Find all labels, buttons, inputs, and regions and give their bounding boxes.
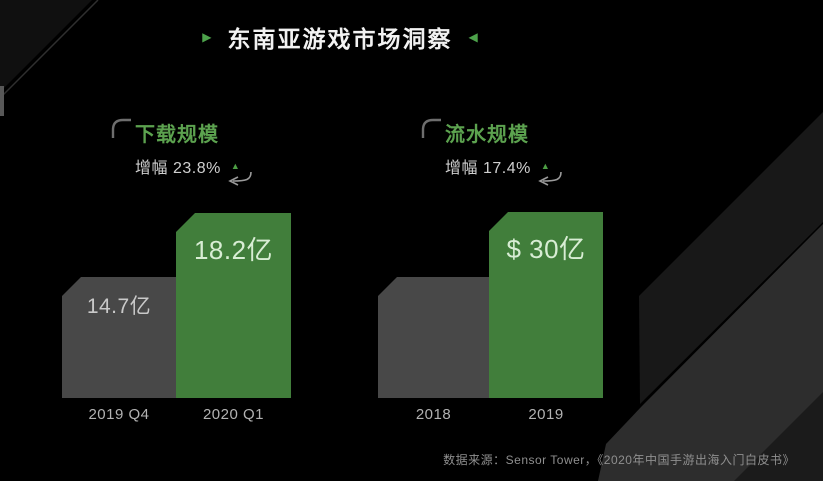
downloads-growth-row: 增幅 23.8% ▲ [135, 154, 355, 178]
axis-label-2018: 2018 [415, 406, 452, 423]
axis-label-2020q1: 2020 Q1 [202, 406, 265, 423]
axis-label-2019: 2019 [528, 406, 564, 423]
curl-arrow-icon [538, 171, 562, 186]
right-diagonal-stripe [639, 112, 823, 404]
curl-arrow-icon [228, 171, 252, 186]
revenue-bar-2019: $ 30亿 [489, 212, 603, 398]
title-right-triangle-icon: ◀ [468, 30, 478, 44]
growth-up-triangle-icon: ▲ [540, 161, 550, 171]
revenue-growth-row: 增幅 17.4% ▲ [445, 154, 665, 178]
bar-value-label: $ 30亿 [506, 234, 586, 264]
axis-label-2019q4: 2019 Q4 [88, 406, 150, 423]
top-left-diagonal-line [0, 0, 99, 99]
bottom-right-gray-panel [598, 224, 823, 481]
bar-value-label: 14.7亿 [86, 295, 152, 318]
revenue-bar-2018 [378, 277, 489, 398]
corner-bracket-icon [421, 118, 441, 138]
top-left-wedge-shape [0, 0, 92, 92]
page-title: ▶ 东南亚游戏市场洞察 ◀ [0, 20, 680, 54]
growth-up-triangle-icon: ▲ [230, 161, 240, 171]
bottom-right-dark-wedge [734, 392, 823, 481]
downloads-bar-2019q4: 14.7亿 [62, 277, 176, 398]
downloads-bar-2020q1: 18.2亿 [176, 213, 291, 398]
revenue-section-title: 流水规模 [445, 124, 529, 146]
data-source-text: 数据来源：Sensor Tower，《2020年中国手游出海入门白皮书》 [443, 453, 795, 467]
downloads-section-title: 下载规模 [135, 124, 219, 146]
section-header-revenue: 流水规模 增幅 17.4% ▲ [421, 118, 665, 186]
left-edge-sliver [0, 86, 4, 116]
corner-bracket-icon [111, 118, 131, 138]
revenue-growth-label: 增幅 17.4% [445, 160, 531, 177]
downloads-growth-label: 增幅 23.8% [135, 160, 221, 177]
page-title-text: 东南亚游戏市场洞察 [227, 26, 453, 52]
title-left-triangle-icon: ▶ [202, 30, 212, 44]
section-header-downloads: 下载规模 增幅 23.8% ▲ [111, 118, 355, 186]
bar-value-label: 18.2亿 [193, 235, 274, 265]
